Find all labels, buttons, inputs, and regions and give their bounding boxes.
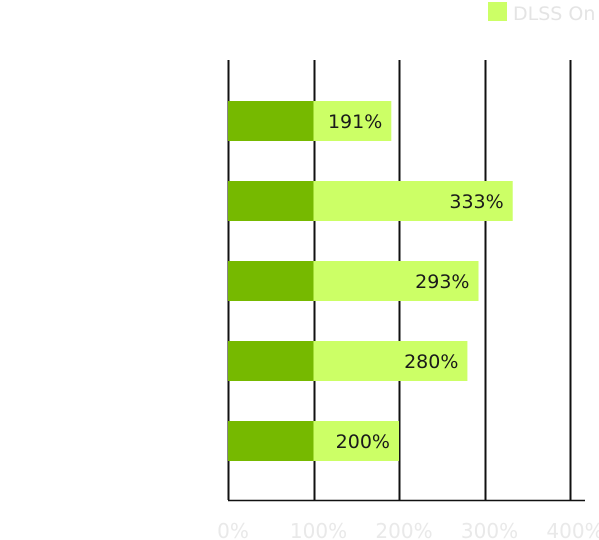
x-tick-label-0: 0% [217,519,249,540]
bar-s0-4 [228,421,314,461]
x-tick-label-4: 400% [546,519,599,540]
data-label-1: 333% [449,191,503,213]
legend: DLSS On [488,2,595,25]
x-tick-label-3: 300% [461,519,518,540]
bar-s0-0 [228,101,314,141]
x-axis: 0% 100% 200% 300% 400% [217,499,599,540]
x-tick-label-2: 200% [375,519,432,540]
data-label-3: 280% [404,351,458,373]
bar-s0-2 [228,261,314,301]
data-label-2: 293% [415,271,469,293]
bars [228,101,513,461]
x-tick-label-1: 100% [290,519,347,540]
legend-swatch-0 [488,2,507,21]
data-labels: 191% 333% 293% 280% 200% [328,111,504,453]
data-label-4: 200% [336,431,390,453]
legend-label-0: DLSS On [513,3,595,25]
bar-s0-1 [228,181,314,221]
data-label-0: 191% [328,111,382,133]
bar-s0-3 [228,341,314,381]
